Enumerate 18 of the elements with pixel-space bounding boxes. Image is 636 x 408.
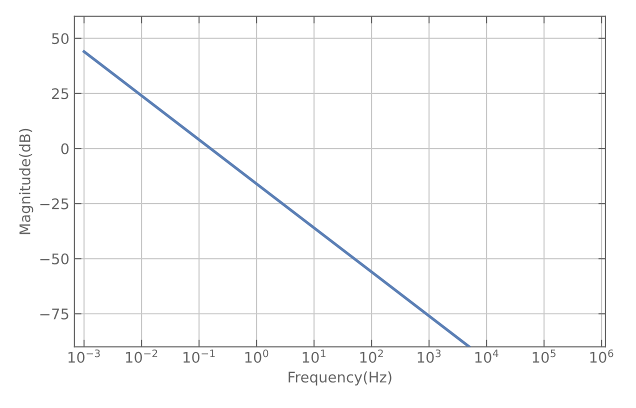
y-tick-label: 50 (52, 33, 69, 44)
y-axis-title: Magnitude(dB) (19, 128, 34, 234)
x-tick-label: 10$^{2}$ (360, 349, 383, 363)
x-tick-label: 10$^{−2}$ (126, 349, 158, 363)
x-tick-label: 10$^{4}$ (475, 350, 498, 363)
x-axis-title: Frequency(Hz) (288, 371, 392, 386)
x-tick-label: 10$^{−3}$ (68, 349, 100, 363)
x-tick-label: 10$^{3}$ (418, 349, 441, 363)
y-tick-label: −50 (40, 253, 69, 264)
y-tick-label: 0 (61, 143, 69, 154)
y-tick-label: −75 (40, 308, 68, 320)
x-tick-label: 10$^{1}$ (302, 350, 326, 363)
x-tick-label: 10$^{6}$ (590, 349, 614, 363)
x-tick-label: 10$^{0}$ (245, 349, 268, 363)
x-tick-label: 10$^{5}$ (532, 350, 556, 363)
x-tick-label: 10$^{−1}$ (184, 350, 215, 363)
y-tick-label: 25 (52, 88, 68, 100)
y-tick-label: −25 (40, 198, 68, 210)
